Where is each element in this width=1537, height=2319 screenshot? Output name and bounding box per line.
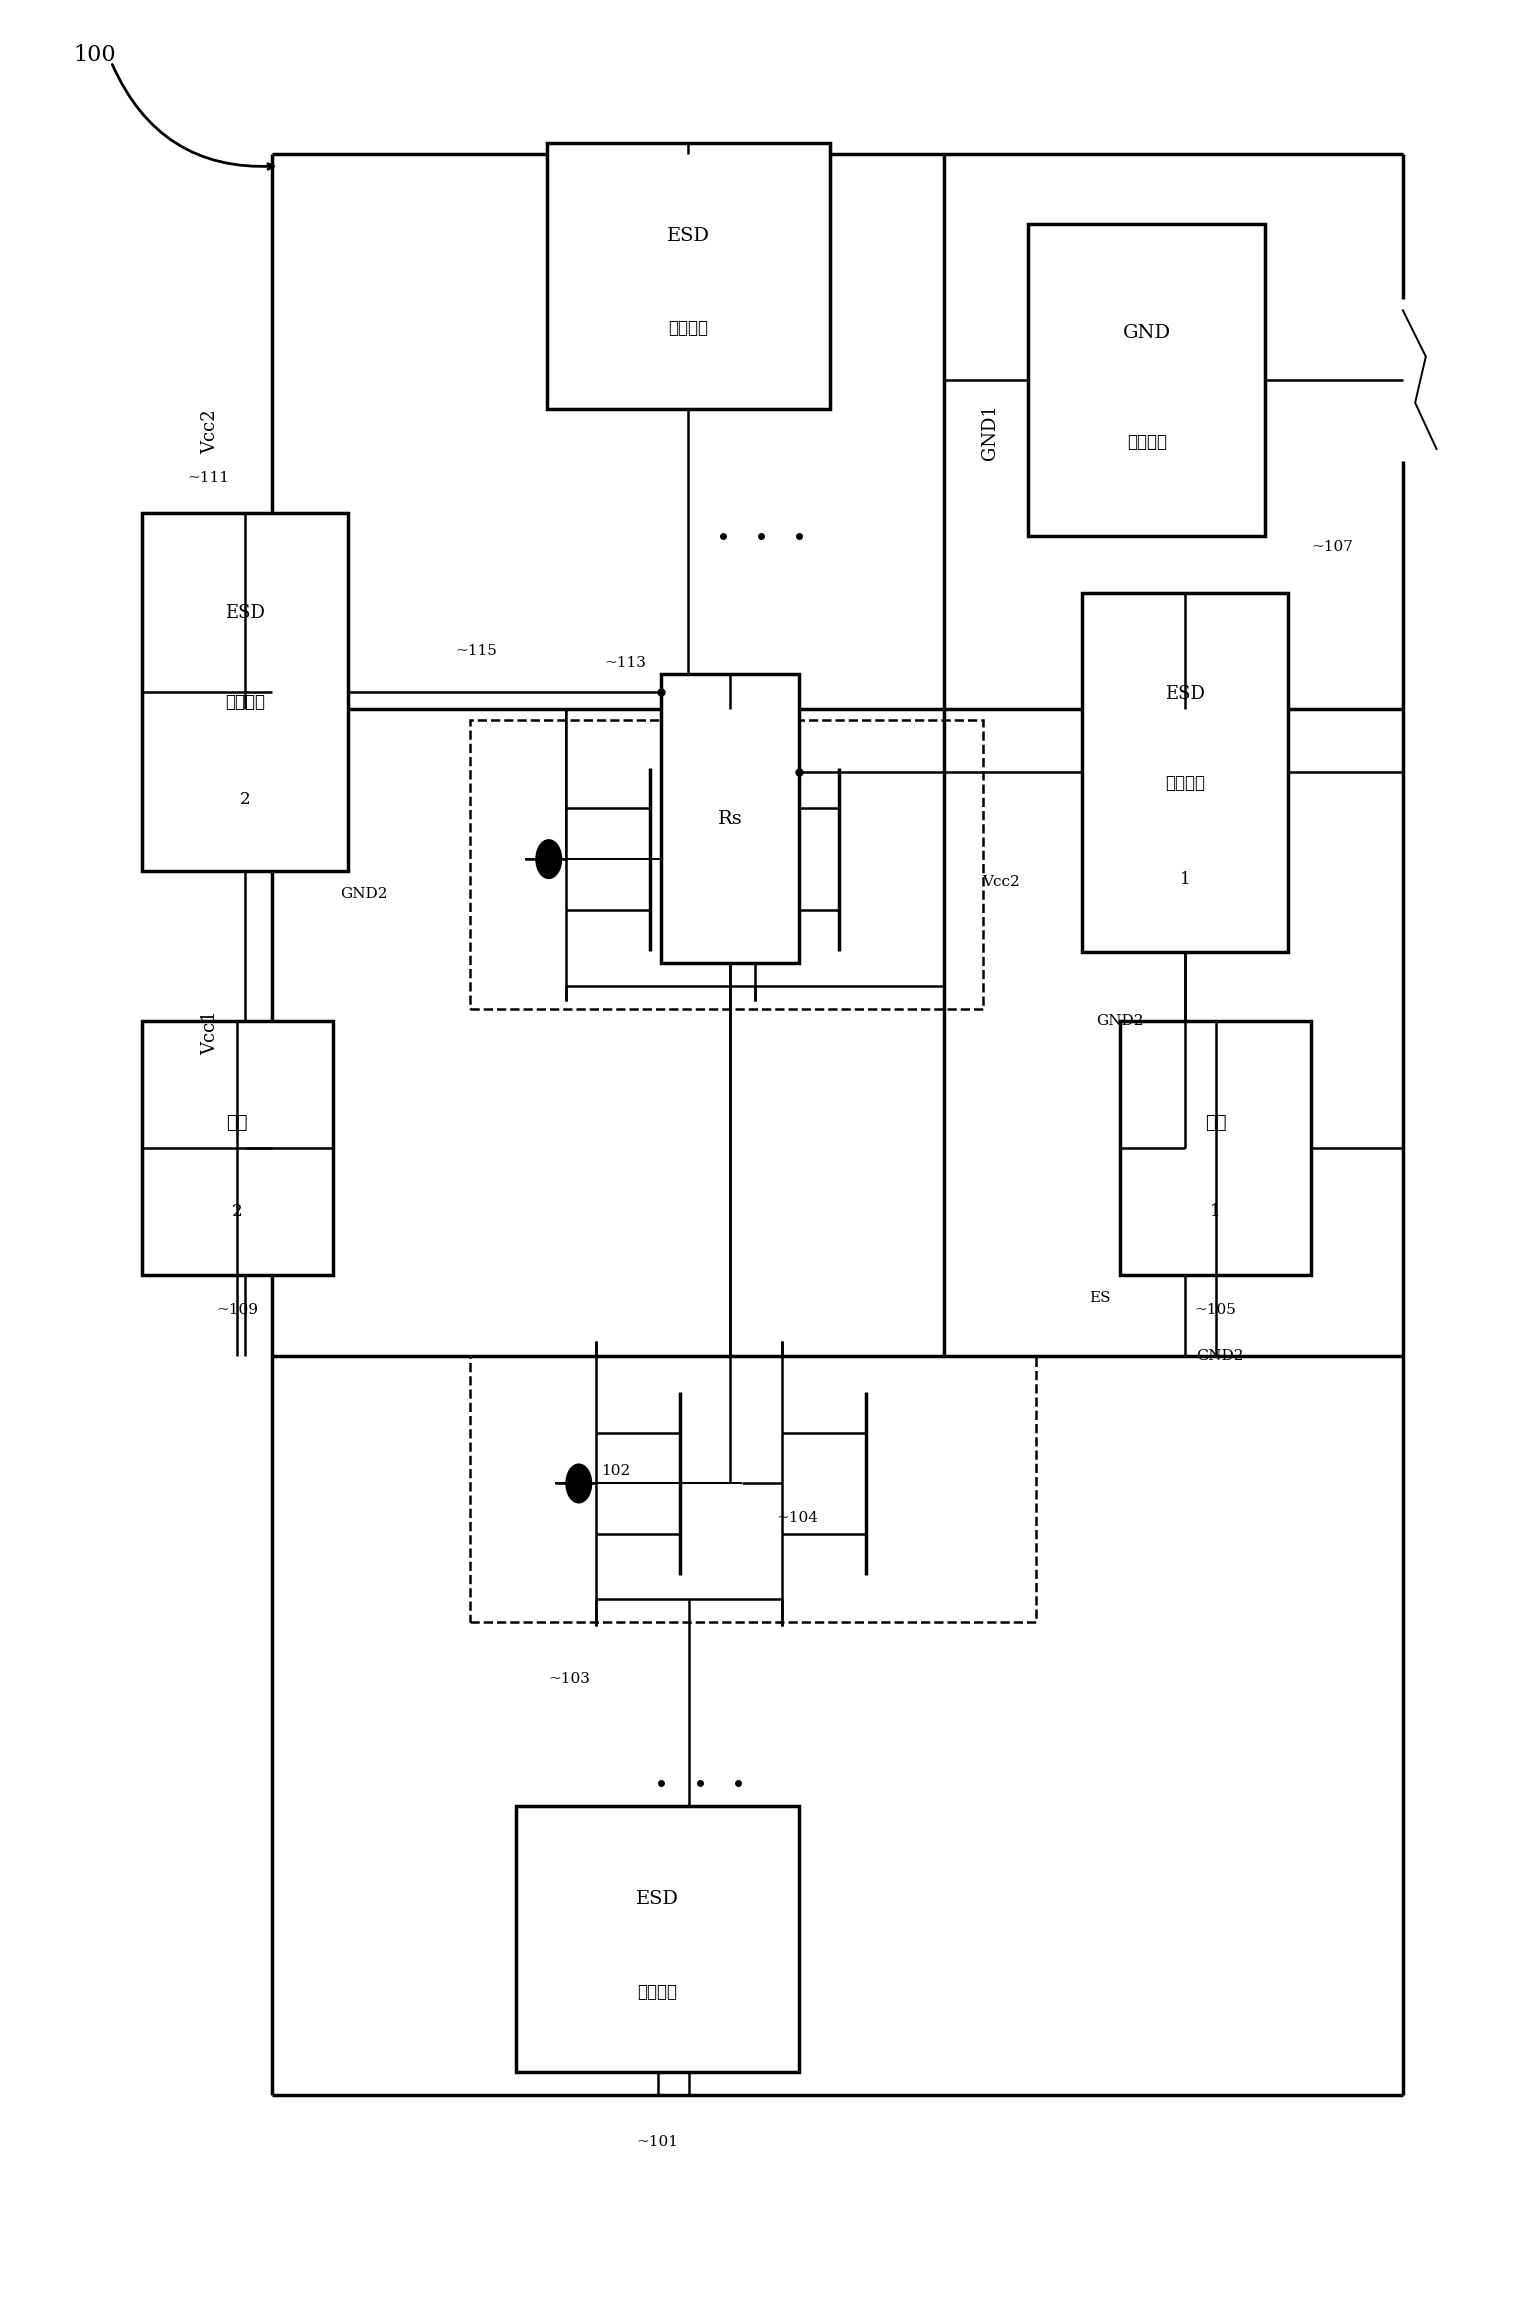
Circle shape [566,1463,592,1503]
Bar [1082,594,1288,951]
Text: ~111: ~111 [188,471,229,485]
Text: 1: 1 [1210,1204,1220,1220]
Bar [1028,223,1265,536]
Bar [141,512,347,870]
Text: 2: 2 [232,1204,243,1220]
Text: ESD: ESD [636,1890,679,1909]
Text: 开关: 开关 [1205,1113,1227,1132]
Text: 2: 2 [240,791,251,807]
Text: ~105: ~105 [1194,1303,1237,1317]
Text: GND2: GND2 [1196,1350,1243,1364]
Text: GND2: GND2 [340,886,387,900]
Text: GND: GND [1124,325,1171,341]
Text: 检测电路: 检测电路 [1165,775,1205,791]
Text: 保护元件: 保护元件 [1127,434,1167,450]
Text: ESD: ESD [224,603,264,621]
Text: 102: 102 [601,1463,630,1480]
Bar [547,144,830,408]
Text: 100: 100 [72,44,115,65]
Bar [1120,1020,1311,1275]
Bar [661,675,799,962]
Text: ~101: ~101 [636,2133,678,2147]
Text: ~115: ~115 [455,645,496,659]
Text: ~109: ~109 [217,1303,258,1317]
Text: 开关: 开关 [226,1113,247,1132]
Text: Vcc1: Vcc1 [201,1011,220,1055]
Text: 1: 1 [1180,872,1190,888]
Text: Rs: Rs [718,809,742,828]
Text: ~103: ~103 [549,1672,590,1686]
Text: 检测电路: 检测电路 [224,693,264,712]
Circle shape [536,839,561,879]
Text: Vcc2: Vcc2 [201,410,220,455]
Text: ESD: ESD [1165,684,1205,703]
Text: GND1: GND1 [981,404,999,459]
Bar [470,1357,1036,1621]
Text: ~104: ~104 [776,1510,818,1524]
Text: Vcc2: Vcc2 [982,874,1021,888]
Text: GND2: GND2 [1096,1013,1144,1027]
Text: ES: ES [1090,1292,1111,1306]
Text: ~113: ~113 [604,656,646,670]
Bar [141,1020,334,1275]
Text: ESD: ESD [667,227,710,246]
Bar [516,1807,799,2073]
Text: 保护元件: 保护元件 [638,1985,678,2001]
Bar [470,721,982,1009]
Text: ~107: ~107 [1311,540,1353,554]
Text: 保护元件: 保护元件 [669,320,709,336]
